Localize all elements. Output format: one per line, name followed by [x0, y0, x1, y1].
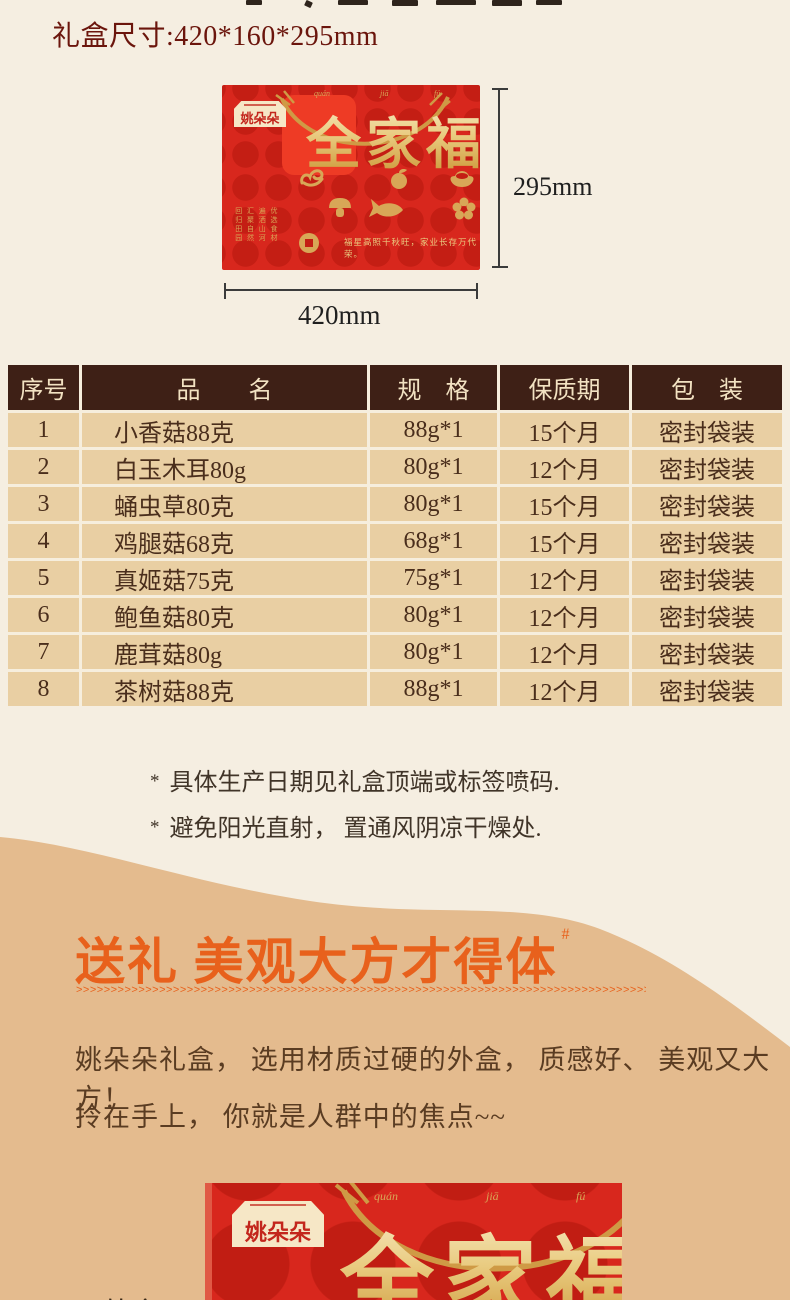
column-header: 品 名 [82, 365, 367, 410]
table-cell: 小香菇88克 [82, 413, 367, 447]
height-dimension-line [492, 88, 508, 268]
row-index-cell: 4 [8, 524, 79, 558]
pinyin-fu: fú [434, 89, 441, 98]
table-cell: 密封袋装 [632, 524, 782, 558]
bottom-image-caption: 外盒 [103, 1291, 159, 1300]
table-cell: 白玉木耳80g [82, 450, 367, 484]
table-cell: 15个月 [500, 487, 629, 521]
table-cell: 鲍鱼菇80克 [82, 598, 367, 632]
table-cell: 密封袋装 [632, 635, 782, 669]
note-line: * 具体生产日期见礼盒顶端或标签喷码. [150, 770, 560, 796]
column-header: 序号 [8, 365, 79, 410]
table-cell: 88g*1 [370, 413, 497, 447]
rope-handle-icon [275, 90, 451, 146]
width-dimension-label: 420mm [298, 300, 381, 330]
table-cell: 88g*1 [370, 672, 497, 706]
table-cell: 鹿茸菇80g [82, 635, 367, 669]
heading-superscript: # [561, 926, 572, 943]
pinyin-quan: quán [374, 1189, 398, 1203]
rope-handle-icon [334, 1183, 622, 1272]
pinyin-fu: fú [576, 1189, 586, 1203]
ingot-icon [450, 171, 474, 187]
table-cell: 12个月 [500, 561, 629, 595]
note-line: * 避免阳光直射， 置通风阴凉干燥处. [150, 816, 542, 842]
table-cell: 80g*1 [370, 450, 497, 484]
box-title: 全 家 福 [340, 1205, 622, 1300]
wave-divider [0, 837, 790, 1065]
gift-box-image: quán jiā fú 全 家 福 姚朵朵 优选食材 遍洒山河 汇聚自然 回归田… [222, 85, 480, 270]
table-cell: 12个月 [500, 635, 629, 669]
brand-logo: 姚朵朵 [234, 101, 286, 127]
gift-section-text: 拎在手上， 你就是人群中的焦点~~ [75, 1102, 506, 1132]
orange-icon [391, 169, 407, 189]
box-side-text: 优选食材 遍洒山河 汇聚自然 回归田园 [234, 207, 278, 243]
fish-icon [369, 199, 403, 217]
mushroom-icon [329, 198, 351, 217]
arrow-divider: >>>>>>>>>>>>>>>>>>>>>>>>>>>>>>>>>>>>>>>>… [76, 984, 646, 996]
column-header: 保质期 [500, 365, 629, 410]
pinyin-jia: jiā [486, 1189, 499, 1203]
column-header: 包 装 [632, 365, 782, 410]
table-cell: 真姬菇75克 [82, 561, 367, 595]
table-cell: 鸡腿菇68克 [82, 524, 367, 558]
table-cell: 密封袋装 [632, 598, 782, 632]
row-index-cell: 6 [8, 598, 79, 632]
note-star: * [150, 817, 160, 838]
height-dimension-label: 295mm [513, 172, 593, 201]
table-cell: 80g*1 [370, 635, 497, 669]
table-cell: 15个月 [500, 413, 629, 447]
table-cell: 密封袋装 [632, 413, 782, 447]
row-index-cell: 1 [8, 413, 79, 447]
table-cell: 密封袋装 [632, 450, 782, 484]
table-cell: 80g*1 [370, 487, 497, 521]
note-star: * [150, 771, 160, 792]
row-index-cell: 5 [8, 561, 79, 595]
table-cell: 密封袋装 [632, 561, 782, 595]
gift-section-text: 姚朵朵礼盒， 选用材质过硬的外盒， 质感好、 美观又大方！ [75, 1045, 771, 1114]
box-title: 全 家 福 [306, 99, 480, 179]
table-cell: 蛹虫草80克 [82, 487, 367, 521]
table-cell: 密封袋装 [632, 672, 782, 706]
table-cell: 15个月 [500, 524, 629, 558]
row-index-cell: 7 [8, 635, 79, 669]
spec-table: 序号 品 名 规 格 保质期 包 装 1 小香菇88克 88g*1 15个月 密封袋装 2… [8, 365, 782, 706]
table-cell: 68g*1 [370, 524, 497, 558]
gift-box-image-bottom: quán jiā fú 全 家 福 姚朵朵 [205, 1183, 622, 1300]
pinyin-jia: jiā [380, 89, 389, 98]
coin-icon [299, 233, 319, 253]
gift-section-heading: 送礼 美观大方才得体 # [75, 926, 572, 990]
width-dimension-line [224, 283, 478, 299]
table-cell: 密封袋装 [632, 487, 782, 521]
row-index-cell: 2 [8, 450, 79, 484]
pinyin-quan: quán [314, 89, 330, 98]
table-cell: 75g*1 [370, 561, 497, 595]
table-cell: 12个月 [500, 598, 629, 632]
box-size-title: 礼盒尺寸:420*160*295mm [52, 21, 379, 52]
table-cell: 80g*1 [370, 598, 497, 632]
column-header: 规 格 [370, 365, 497, 410]
row-index-cell: 8 [8, 672, 79, 706]
box-tagline: 福星高照千秋旺，家业长存万代荣。 [344, 237, 478, 259]
brand-logo: 姚朵朵 [232, 1201, 324, 1247]
table-cell: 12个月 [500, 450, 629, 484]
row-index-cell: 3 [8, 487, 79, 521]
table-cell: 12个月 [500, 672, 629, 706]
ruyi-icon [300, 169, 324, 187]
plum-blossom-icon [452, 197, 476, 220]
table-cell: 茶树菇88克 [82, 672, 367, 706]
